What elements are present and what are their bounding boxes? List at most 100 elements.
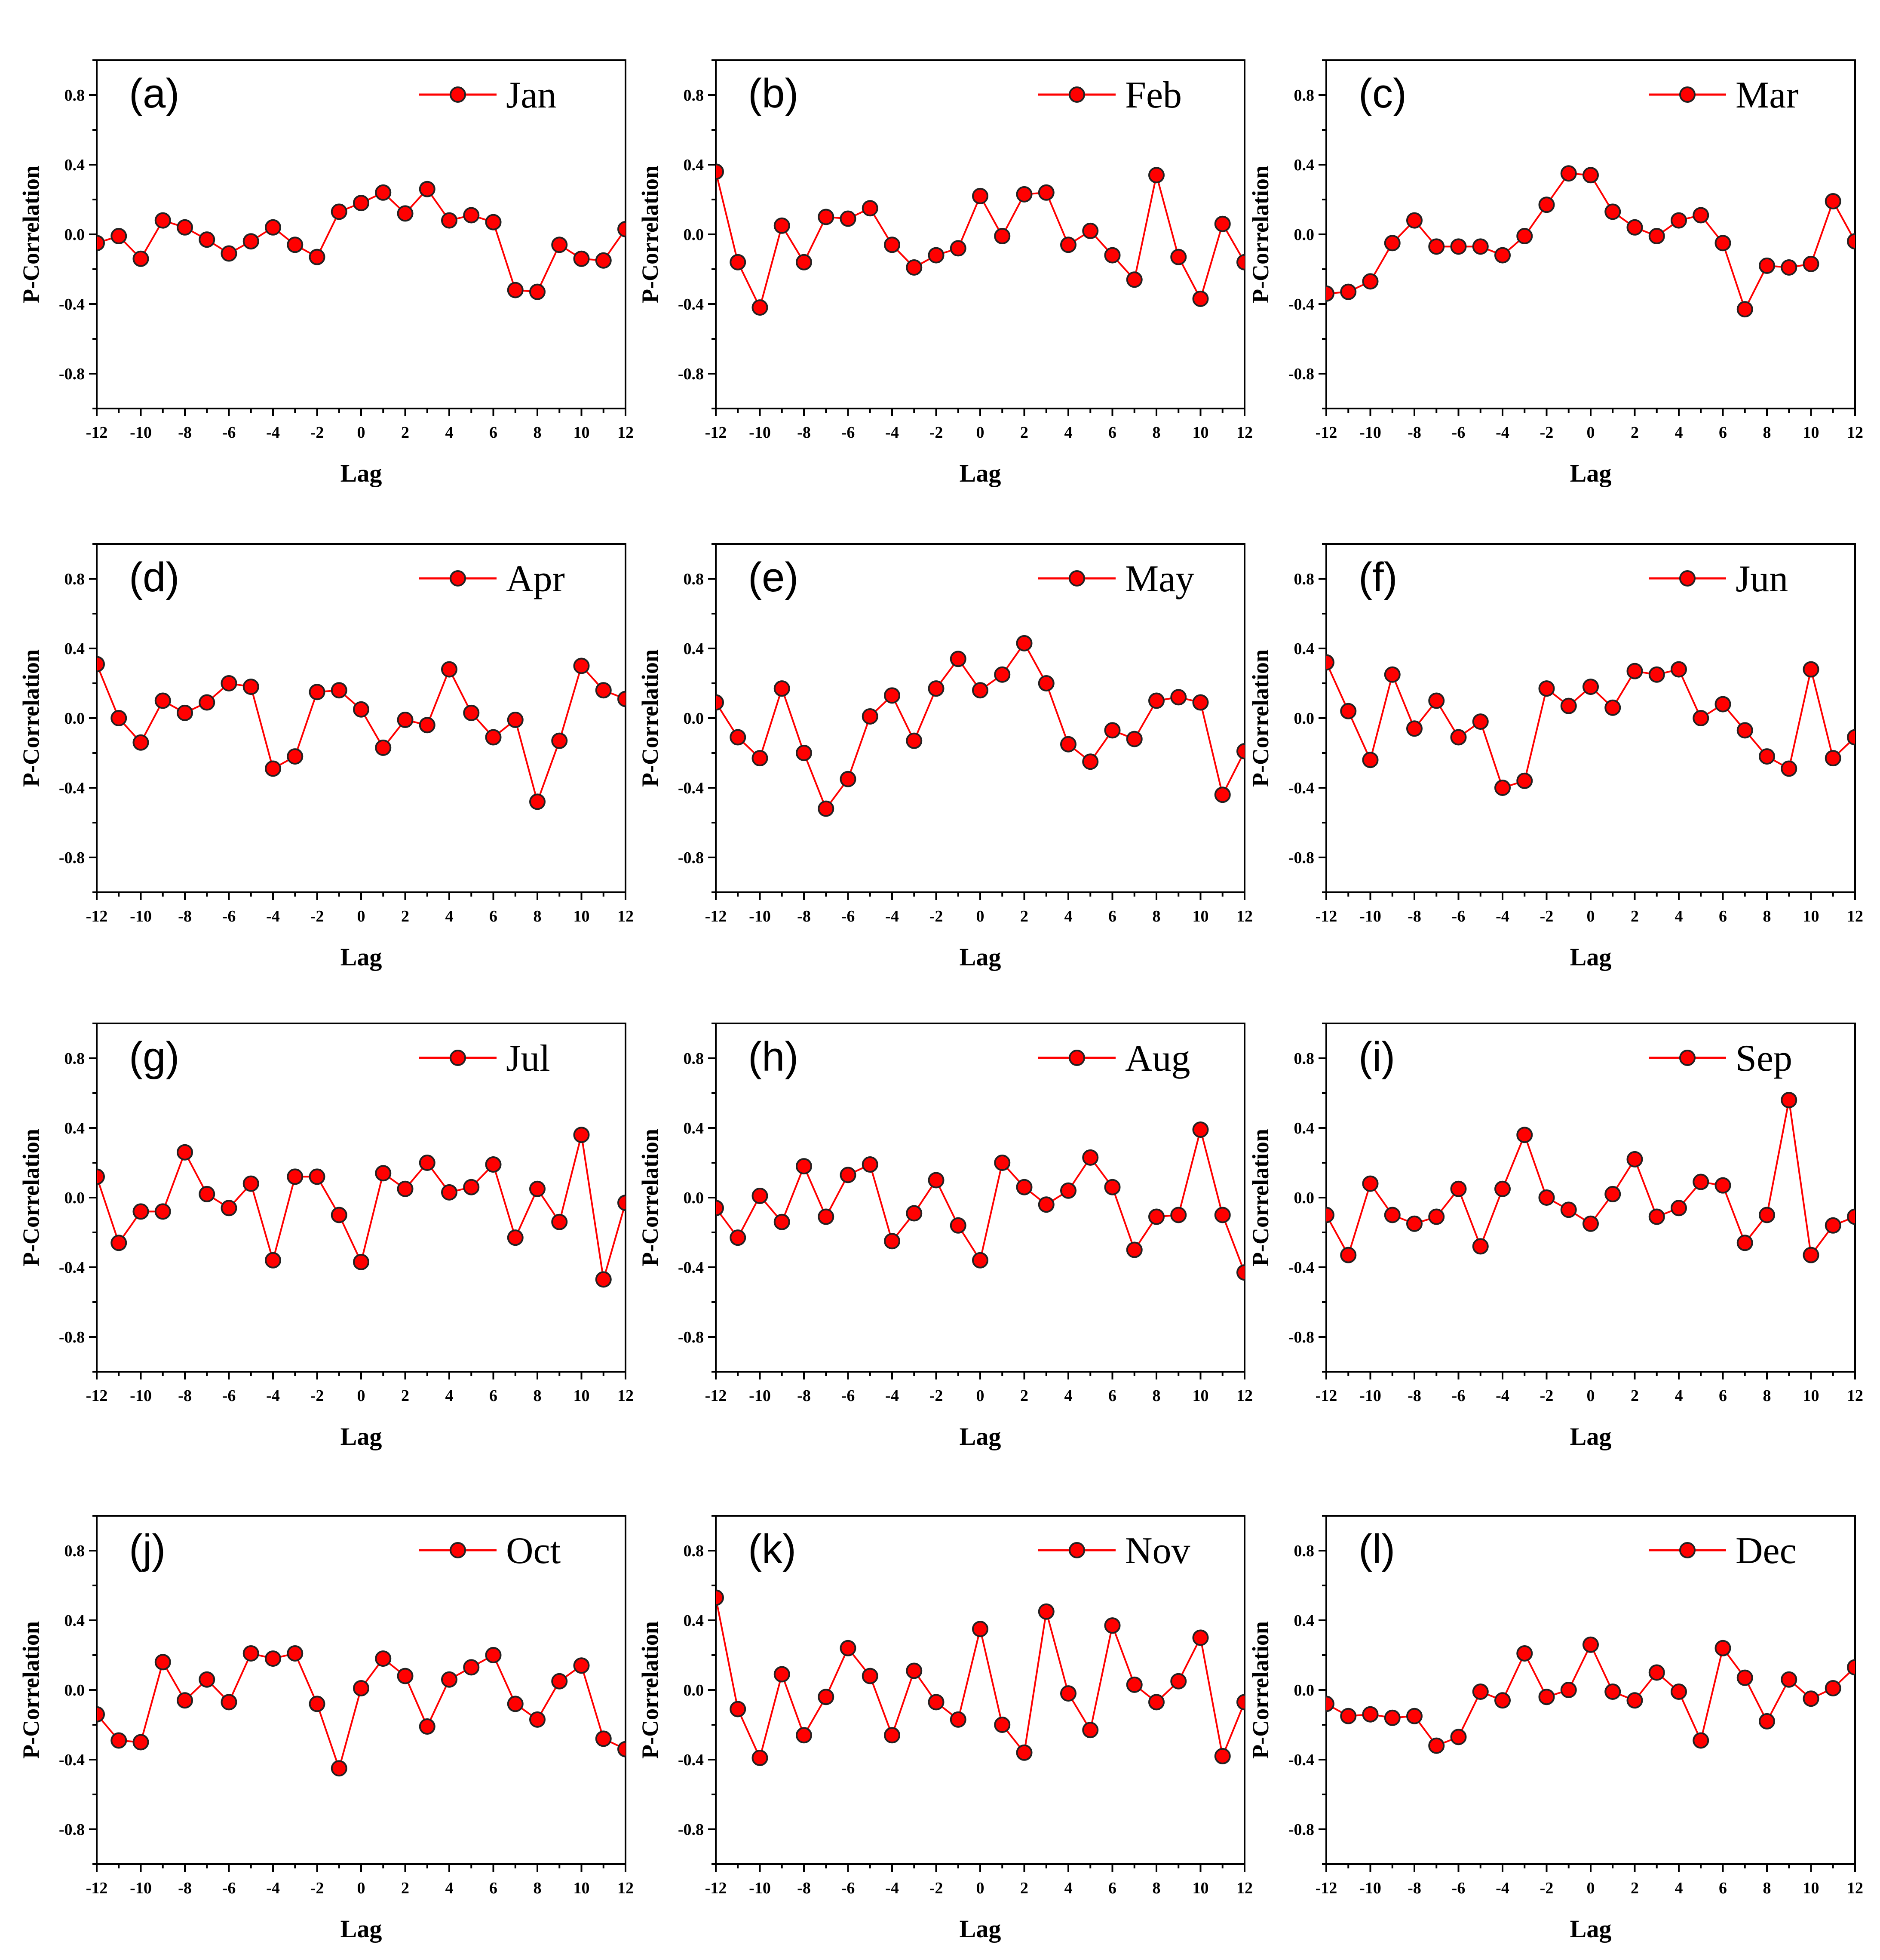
data-point <box>1472 238 1489 255</box>
x-axis-label: Lag <box>960 943 1001 971</box>
data-point <box>1148 167 1165 184</box>
data-point <box>818 800 834 817</box>
data-point <box>840 1167 856 1183</box>
data-point <box>1406 1708 1423 1724</box>
y-tick-label: -0.8 <box>678 1821 704 1839</box>
data-point <box>972 682 988 699</box>
legend-marker <box>1069 86 1085 103</box>
x-tick-label: -2 <box>929 424 943 442</box>
panel-label: (h) <box>748 1034 798 1080</box>
legend-label: Apr <box>506 558 565 600</box>
y-tick-label: 0.4 <box>684 640 704 658</box>
data-point <box>972 1252 988 1269</box>
data-point <box>1693 1732 1709 1749</box>
x-tick-label: -4 <box>885 907 899 925</box>
x-tick-label: -6 <box>1452 1387 1466 1405</box>
data-point <box>1583 1636 1599 1653</box>
x-tick-label: 8 <box>1153 1387 1161 1405</box>
y-axis-label: P-Correlation <box>18 649 44 787</box>
data-point <box>309 684 325 700</box>
data-point <box>1626 1692 1643 1709</box>
x-tick-label: -4 <box>1496 907 1509 925</box>
data-point <box>1803 255 1819 272</box>
data-point <box>331 682 347 699</box>
y-tick-label: -0.4 <box>59 779 85 797</box>
x-tick-label: 8 <box>534 424 542 442</box>
x-tick-label: -4 <box>885 1879 899 1897</box>
data-point <box>1148 692 1165 709</box>
x-tick-label: 12 <box>1236 424 1253 442</box>
panel-mar: -12 -10 -8 -6 -4 -2 0 2 4 6 8 10 12 0.8 0.4 0.0 -0.4 -0.8… <box>1248 59 1863 487</box>
x-tick-label: -8 <box>1408 1387 1421 1405</box>
data-point <box>862 200 878 217</box>
data-point <box>1082 1722 1099 1739</box>
y-tick-label: -0.4 <box>1288 1751 1314 1769</box>
data-point <box>1494 780 1511 796</box>
data-point <box>950 1711 966 1728</box>
x-tick-label: 6 <box>489 424 497 442</box>
x-tick-label: 2 <box>1020 424 1028 442</box>
data-point <box>1538 197 1555 213</box>
y-axis-label: P-Correlation <box>18 1621 44 1759</box>
data-point <box>595 252 612 269</box>
y-tick-label: 0.0 <box>684 226 704 244</box>
x-tick-label: -2 <box>929 1879 943 1897</box>
data-point <box>1736 1669 1753 1686</box>
data-point <box>818 1208 834 1225</box>
data-point <box>1214 215 1231 232</box>
data-point <box>1082 1149 1099 1166</box>
panel-apr: -12 -10 -8 -6 -4 -2 0 2 4 6 8 10 12 0.8 0.4 0.0 -0.4 -0.8… <box>18 543 634 971</box>
y-tick-label: 0.0 <box>684 1681 704 1699</box>
x-tick-label: 12 <box>617 1387 634 1405</box>
x-tick-label: -2 <box>929 1387 943 1405</box>
x-tick-label: 4 <box>1675 1387 1683 1405</box>
legend-label: Nov <box>1125 1530 1190 1572</box>
x-tick-label: 10 <box>1803 424 1819 442</box>
data-point <box>1693 1174 1709 1190</box>
data-point <box>595 682 612 699</box>
data-point <box>1384 1207 1401 1223</box>
panel-jun: -12 -10 -8 -6 -4 -2 0 2 4 6 8 10 12 0.8 0.4 0.0 -0.4 -0.8… <box>1248 543 1863 971</box>
data-point <box>1326 654 1334 671</box>
series-jan <box>97 181 626 300</box>
data-point <box>353 1253 369 1270</box>
x-tick-label: 12 <box>617 1879 634 1897</box>
x-tick-label: 2 <box>1631 424 1639 442</box>
data-point <box>353 195 369 212</box>
legend-label: Mar <box>1736 74 1799 116</box>
data-point <box>1560 697 1577 714</box>
x-tick-label: 8 <box>534 907 542 925</box>
data-point <box>507 1229 524 1246</box>
data-point <box>1516 228 1533 245</box>
data-point <box>1693 207 1709 224</box>
x-tick-label: -4 <box>885 424 899 442</box>
x-tick-label: -12 <box>86 907 108 925</box>
data-point <box>796 1727 812 1744</box>
legend-label: Sep <box>1736 1038 1792 1079</box>
data-point <box>132 250 149 267</box>
x-tick-label: 2 <box>401 424 409 442</box>
data-point <box>730 1229 746 1246</box>
x-tick-label: -2 <box>310 1879 324 1897</box>
data-point <box>1236 254 1245 270</box>
data-point <box>485 729 502 746</box>
data-point <box>1362 1175 1379 1192</box>
data-point <box>730 254 746 270</box>
data-point <box>994 666 1011 683</box>
data-point <box>287 748 304 765</box>
data-point <box>331 1207 347 1223</box>
y-tick-label: -0.4 <box>678 779 704 797</box>
data-point <box>1060 736 1076 753</box>
x-tick-label: -4 <box>266 907 280 925</box>
data-point <box>265 219 281 236</box>
data-point <box>419 181 435 197</box>
x-tick-label: -2 <box>929 907 943 925</box>
data-point <box>716 1589 724 1606</box>
data-point <box>617 1195 626 1211</box>
panel-feb: -12 -10 -8 -6 -4 -2 0 2 4 6 8 10 12 0.8 0.4 0.0 -0.4 -0.8… <box>637 59 1253 487</box>
data-point <box>507 282 524 298</box>
y-tick-label: -0.8 <box>1288 1821 1314 1839</box>
data-point <box>507 712 524 728</box>
data-point <box>1148 1208 1165 1225</box>
data-point <box>928 680 945 697</box>
